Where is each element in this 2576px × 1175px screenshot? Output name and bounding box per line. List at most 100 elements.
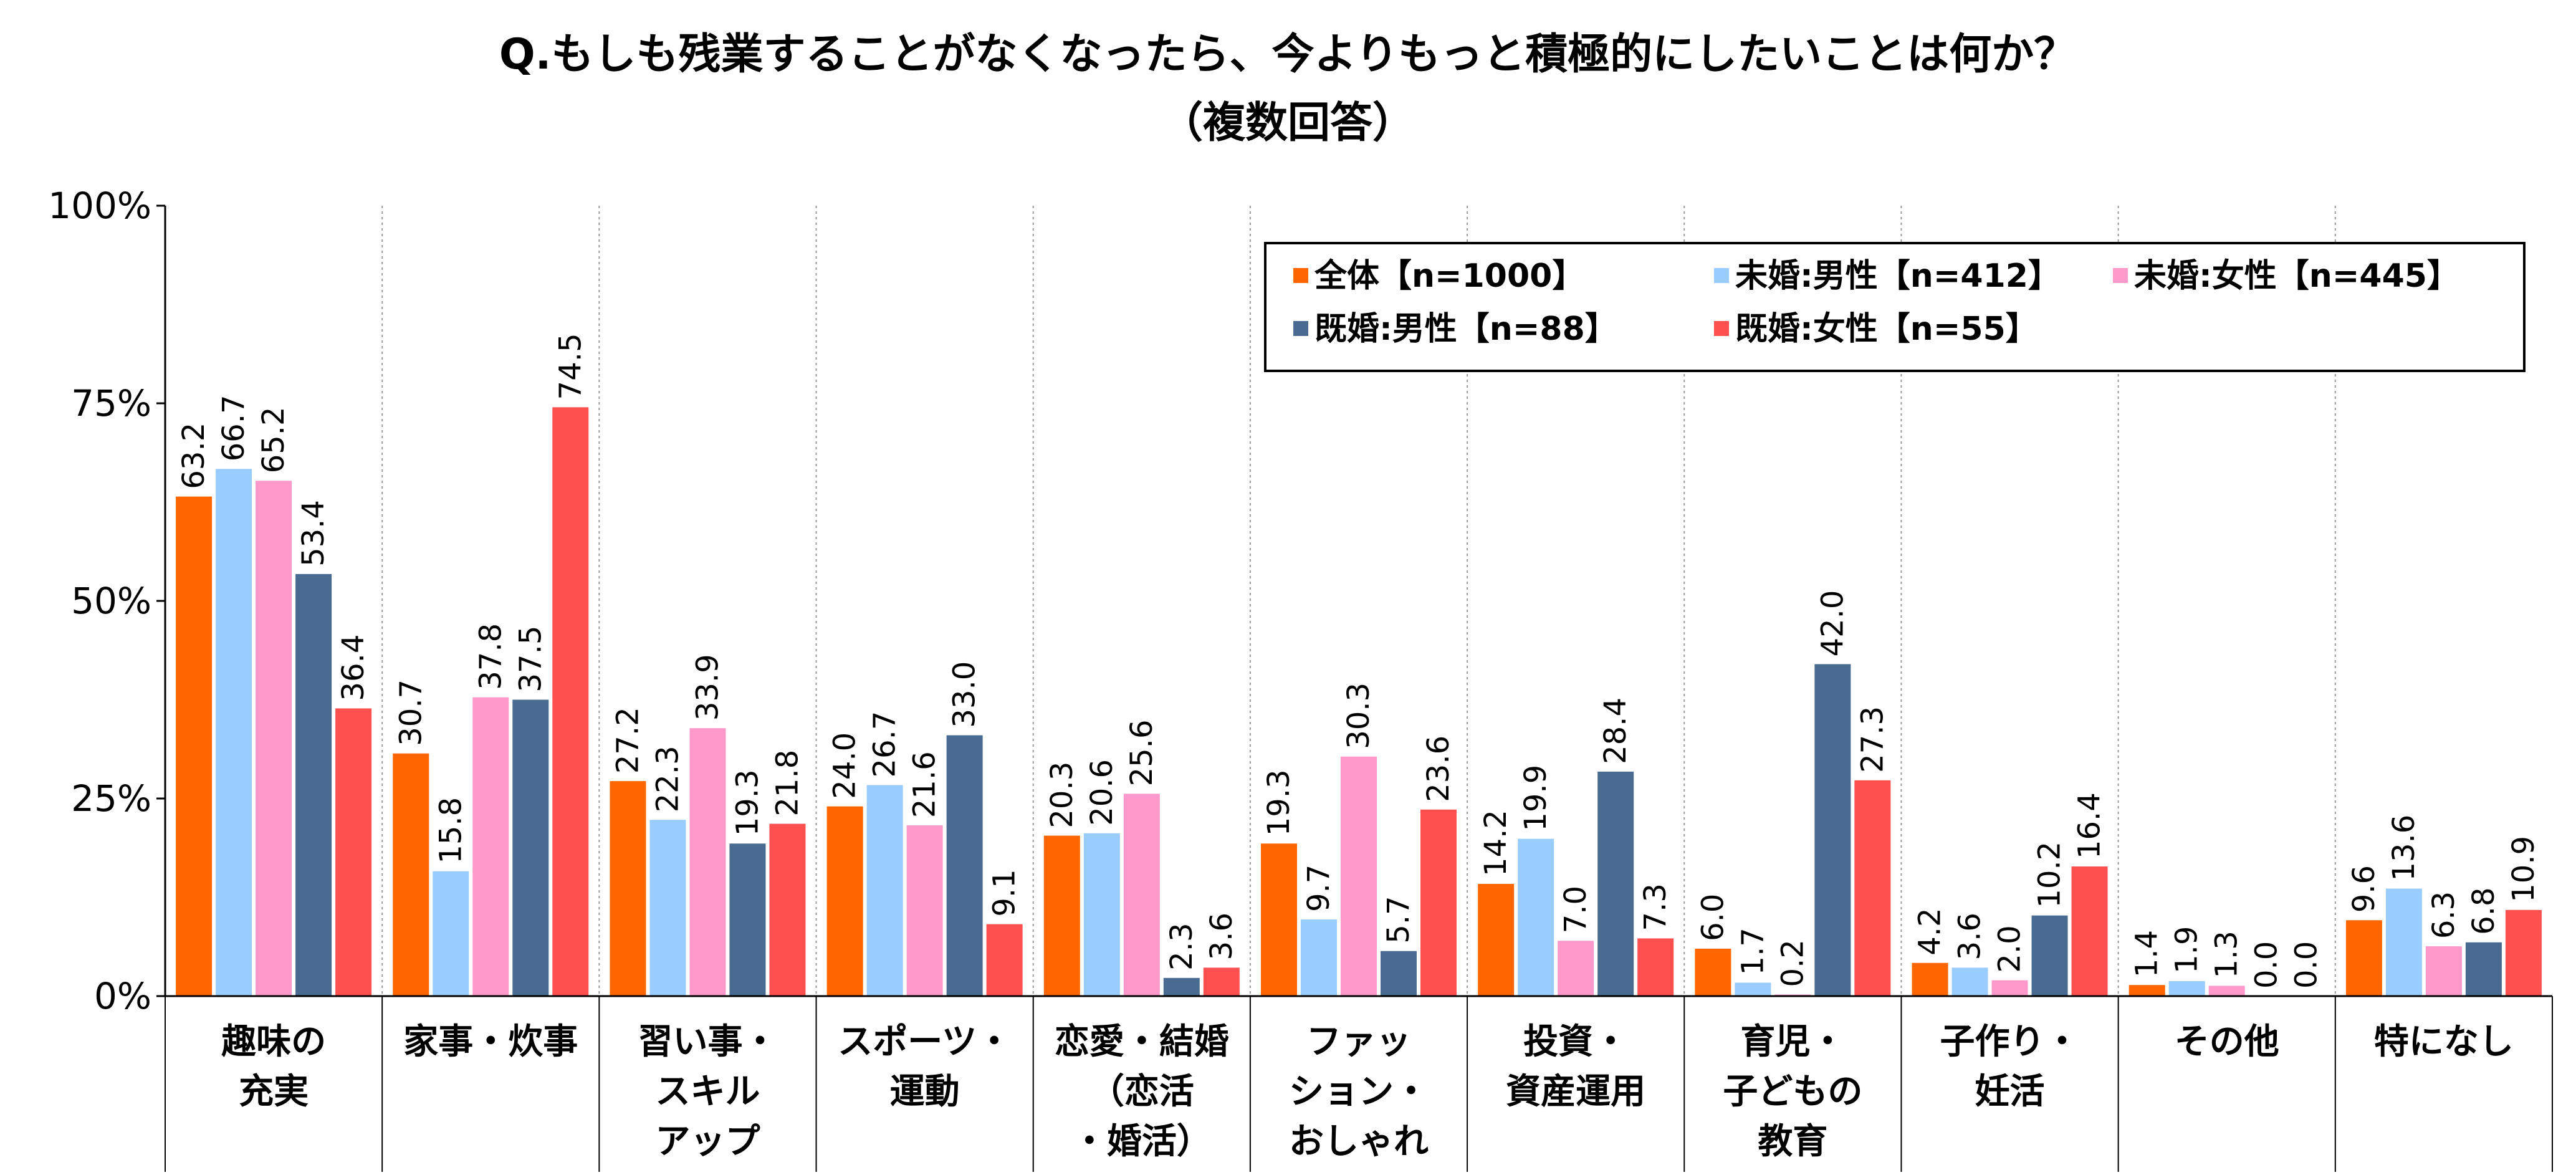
bar <box>1420 809 1457 996</box>
y-tick-label: 100% <box>48 185 151 227</box>
data-label: 22.3 <box>650 746 685 812</box>
data-label: 7.3 <box>1638 883 1673 931</box>
bar <box>1301 919 1337 996</box>
legend: 全体【n=1000】 未婚:男性【n=412】 未婚:女性【n=445】既婚:男性【… <box>1264 242 2526 372</box>
y-tick-label: 50% <box>71 580 151 622</box>
bar <box>1163 977 1200 996</box>
bar <box>2168 981 2205 996</box>
bars-layer <box>176 407 2542 996</box>
bar <box>256 481 292 996</box>
grid-layer <box>381 206 2336 996</box>
category-label: ファッ <box>1306 1022 1411 1062</box>
legend-swatch <box>2113 268 2128 283</box>
bar <box>2425 946 2462 996</box>
category-label: 妊活 <box>1975 1072 2045 1112</box>
bar <box>433 871 469 996</box>
category-label: 趣味の <box>221 1022 326 1062</box>
value-labels-layer: 63.2 30.7 27.2 24.0 20.3 19.3 14.2 6.0 4.2 1.4 9.6… <box>176 333 2541 989</box>
data-label: 42.0 <box>1815 590 1850 657</box>
bar <box>1637 938 1674 996</box>
data-label: 19.3 <box>1262 769 1296 836</box>
bar <box>552 407 589 996</box>
bar <box>2031 915 2068 996</box>
bar <box>393 753 429 996</box>
bar <box>176 496 213 996</box>
category-label: おしゃれ <box>1289 1121 1429 1162</box>
data-label: 36.4 <box>336 635 371 701</box>
bar <box>2071 866 2108 996</box>
data-label: 21.8 <box>770 750 805 817</box>
data-label: 33.9 <box>690 654 725 721</box>
data-label: 37.8 <box>473 623 508 690</box>
data-label: 19.9 <box>1518 765 1553 832</box>
data-label: 1.3 <box>2210 931 2244 978</box>
data-label: 4.2 <box>1913 908 1948 955</box>
category-label: 育児・ <box>1740 1022 1845 1062</box>
bar <box>826 806 863 996</box>
legend-entry: 未婚:男性【n=412】 <box>1735 257 2061 295</box>
category-label: その他 <box>2175 1022 2279 1062</box>
data-label: 24.0 <box>828 732 863 799</box>
category-label: 教育 <box>1758 1121 1827 1162</box>
category-label: アップ <box>655 1121 760 1162</box>
data-label: 19.3 <box>730 769 765 836</box>
category-label: 充実 <box>239 1072 309 1112</box>
legend-swatch <box>1293 321 1308 336</box>
bar <box>1203 967 1240 996</box>
data-label: 27.3 <box>1855 706 1890 773</box>
bar <box>1951 967 1988 996</box>
data-label: 16.4 <box>2072 792 2107 859</box>
bar <box>2208 986 2245 996</box>
legend-entry: 未婚:女性【n=445】 <box>2134 257 2459 295</box>
data-label: 7.0 <box>1558 886 1593 933</box>
bar <box>2505 909 2542 996</box>
data-label: 2.0 <box>1993 925 2028 972</box>
bar <box>866 785 903 996</box>
category-label: スキル <box>655 1072 760 1112</box>
bar <box>1518 838 1554 996</box>
bar <box>1043 835 1080 996</box>
bar <box>2345 920 2382 996</box>
category-label: ・婚活） <box>1072 1121 1212 1162</box>
bar <box>1083 833 1120 996</box>
data-label: 9.6 <box>2347 865 2382 913</box>
data-label: 10.2 <box>2033 842 2067 908</box>
data-label: 3.6 <box>1953 913 1988 960</box>
data-label: 1.4 <box>2130 930 2165 977</box>
bar <box>946 735 983 996</box>
category-label: （恋活 <box>1089 1072 1194 1112</box>
legend-swatch <box>1714 268 1729 283</box>
category-label: 子どもの <box>1723 1072 1862 1112</box>
bar <box>1695 948 1731 996</box>
bar <box>689 728 726 996</box>
bar <box>769 823 806 996</box>
data-label: 2.3 <box>1164 923 1199 970</box>
bar <box>906 825 943 996</box>
data-label: 33.0 <box>947 661 982 728</box>
chart-subtitle: （複数回答） <box>1161 98 1415 148</box>
data-label: 13.6 <box>2387 815 2421 881</box>
data-label: 1.7 <box>1735 928 1770 975</box>
data-label: 9.1 <box>987 869 1022 916</box>
data-label: 25.6 <box>1124 720 1159 787</box>
category-label: 家事・炊事 <box>403 1022 578 1062</box>
category-label: 運動 <box>890 1072 960 1112</box>
data-label: 10.9 <box>2506 836 2541 903</box>
y-tick-label: 0% <box>94 975 151 1017</box>
bar <box>1991 980 2028 996</box>
data-label: 74.5 <box>553 333 588 400</box>
bar <box>295 573 332 996</box>
bar <box>216 469 252 996</box>
bar <box>1341 756 1377 996</box>
bar <box>2385 888 2422 996</box>
bar <box>1854 780 1891 996</box>
data-label: 6.0 <box>1695 894 1730 941</box>
data-label: 6.3 <box>2426 891 2461 939</box>
category-label: 特になし <box>2374 1022 2514 1062</box>
data-label: 20.3 <box>1045 762 1080 828</box>
bar <box>1814 664 1851 996</box>
category-label: 恋愛・結婚 <box>1055 1022 1229 1062</box>
data-label: 0.0 <box>2289 941 2324 989</box>
